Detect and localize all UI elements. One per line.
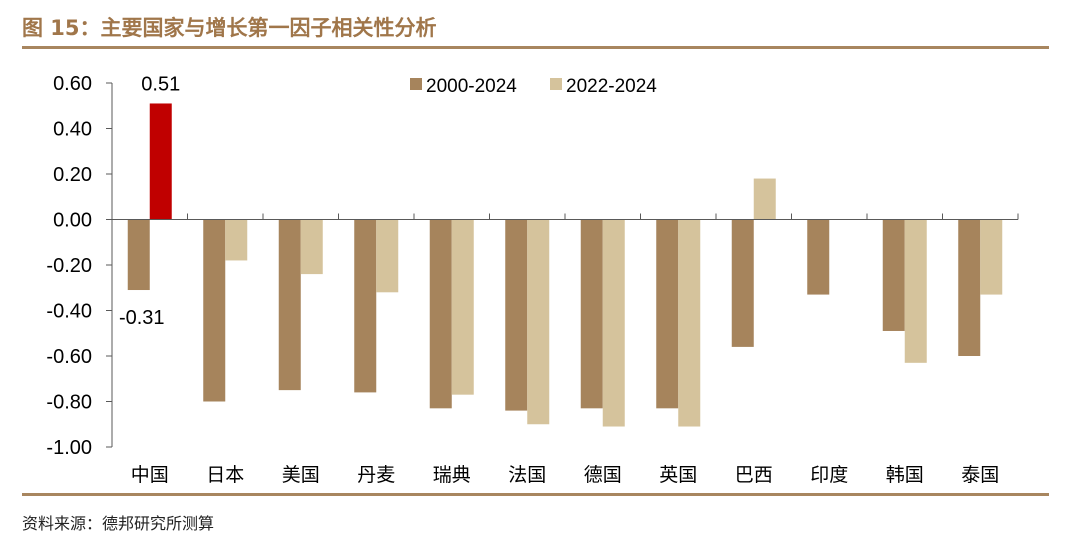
bar-2022-2024-中国 xyxy=(149,103,172,220)
bar-2022-2024-法国 xyxy=(527,219,550,425)
title-rule xyxy=(22,46,1049,49)
figure-title: 图 15：主要国家与增长第一因子相关性分析 xyxy=(22,16,437,40)
y-tick-label: -0.20 xyxy=(46,255,92,277)
y-tick-label: -0.40 xyxy=(46,301,92,323)
legend-swatch-2 xyxy=(550,78,562,90)
y-tick-label: 0.40 xyxy=(53,119,92,141)
bar-2022-2024-丹麦 xyxy=(376,219,399,293)
data-label: -0.31 xyxy=(119,307,165,329)
bar-2000-2024-中国 xyxy=(127,219,150,291)
bar-2022-2024-德国 xyxy=(602,219,625,427)
data-label: 0.51 xyxy=(141,73,180,95)
y-tick-label: -0.80 xyxy=(46,392,92,414)
y-tick-label: -1.00 xyxy=(46,437,92,459)
x-tick-label: 印度 xyxy=(810,464,848,486)
x-tick-label: 美国 xyxy=(282,464,320,486)
source-note: 资料来源：德邦研究所测算 xyxy=(22,514,215,533)
bar-2022-2024-英国 xyxy=(678,219,701,427)
x-tick-label: 泰国 xyxy=(961,464,999,486)
bar-2000-2024-巴西 xyxy=(731,219,754,347)
x-tick-label: 巴西 xyxy=(735,465,773,486)
bar-2022-2024-巴西 xyxy=(753,178,776,220)
x-tick-label: 瑞典 xyxy=(433,464,471,486)
bar-2022-2024-韩国 xyxy=(904,219,927,363)
legend-label-1: 2000-2024 xyxy=(426,76,517,97)
y-tick-label: 0.20 xyxy=(53,164,92,186)
bar-2000-2024-日本 xyxy=(203,219,226,402)
bar-2000-2024-瑞典 xyxy=(429,219,452,409)
y-tick-label: 0.60 xyxy=(53,73,92,95)
bar-2000-2024-泰国 xyxy=(958,219,981,356)
bar-2000-2024-韩国 xyxy=(882,219,905,331)
x-tick-label: 法国 xyxy=(508,464,546,486)
y-tick-label: 0.00 xyxy=(53,210,92,232)
bar-2022-2024-日本 xyxy=(225,219,248,261)
bar-2000-2024-丹麦 xyxy=(354,219,377,393)
bar-2000-2024-英国 xyxy=(656,219,679,409)
x-tick-label: 韩国 xyxy=(886,464,924,486)
bar-2000-2024-印度 xyxy=(807,219,830,295)
x-tick-label: 丹麦 xyxy=(357,464,395,486)
bar-2022-2024-瑞典 xyxy=(451,219,474,395)
x-tick-label: 中国 xyxy=(131,464,169,486)
legend-label-2: 2022-2024 xyxy=(566,76,657,97)
bar-2000-2024-法国 xyxy=(505,219,528,411)
source-rule xyxy=(22,493,1049,496)
y-tick-label: -0.60 xyxy=(46,346,92,368)
x-tick-label: 德国 xyxy=(584,464,622,486)
legend-swatch-1 xyxy=(410,78,422,90)
x-tick-label: 日本 xyxy=(206,464,244,486)
x-tick-label: 英国 xyxy=(659,464,697,486)
bar-2022-2024-泰国 xyxy=(980,219,1003,295)
bar-2000-2024-德国 xyxy=(580,219,603,409)
bar-2000-2024-美国 xyxy=(278,219,301,391)
bar-2022-2024-美国 xyxy=(300,219,323,275)
